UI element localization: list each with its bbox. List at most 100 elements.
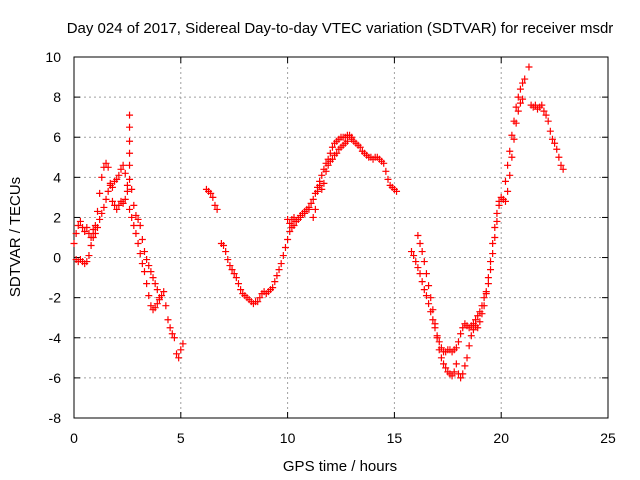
data-point [506, 147, 514, 155]
data-point [489, 250, 497, 258]
data-point [224, 256, 232, 264]
data-point [290, 221, 298, 229]
data-point [76, 217, 84, 225]
data-point [81, 227, 89, 235]
data-point [104, 187, 112, 195]
data-point [130, 221, 138, 229]
data-point [519, 95, 527, 103]
data-point [525, 63, 533, 71]
data-point [277, 260, 285, 268]
data-point [504, 187, 512, 195]
data-point [98, 173, 106, 181]
data-point [548, 135, 556, 143]
data-point [506, 171, 514, 179]
data-point [521, 75, 529, 83]
data-point [343, 137, 351, 145]
data-point [454, 338, 462, 346]
data-point [457, 330, 465, 338]
data-point [425, 300, 433, 308]
data-point [487, 266, 495, 274]
data-point [482, 290, 490, 298]
data-point [115, 201, 123, 209]
data-point [119, 161, 127, 169]
data-point [410, 252, 418, 260]
data-point [461, 362, 469, 370]
data-point [89, 234, 97, 241]
data-point [132, 211, 140, 219]
data-point [469, 326, 477, 334]
data-point [480, 294, 488, 302]
data-point [209, 193, 217, 201]
data-point [427, 294, 435, 302]
data-point [320, 179, 328, 187]
data-point [465, 342, 473, 350]
data-point [414, 231, 422, 239]
data-point [429, 316, 437, 324]
x-tick-label: 5 [177, 430, 185, 446]
data-point [516, 85, 524, 93]
data-point [416, 240, 424, 248]
data-point [254, 298, 262, 306]
data-point [121, 195, 129, 203]
data-point [348, 135, 356, 143]
data-point [551, 139, 559, 147]
data-point [546, 127, 554, 135]
data-point [126, 205, 134, 213]
data-point [175, 354, 183, 362]
data-point [480, 302, 488, 310]
data-point [324, 161, 332, 169]
y-tick-label: 0 [53, 250, 61, 266]
data-point [91, 229, 99, 237]
data-point [83, 223, 91, 231]
x-tick-label: 20 [493, 430, 509, 446]
data-point [431, 320, 439, 328]
y-tick-label: -4 [49, 330, 62, 346]
data-point [91, 221, 99, 229]
data-point [113, 175, 121, 183]
data-point [136, 221, 144, 229]
data-point [422, 270, 430, 278]
data-point [145, 262, 153, 270]
data-point [493, 209, 501, 217]
data-point [508, 131, 516, 139]
data-point [151, 280, 159, 288]
data-point [484, 280, 492, 288]
data-point [96, 215, 104, 223]
data-point [508, 153, 516, 161]
data-point [149, 274, 157, 282]
x-tick-label: 25 [600, 430, 616, 446]
y-tick-label: 4 [53, 169, 61, 185]
data-point [463, 354, 471, 362]
data-point [228, 266, 236, 274]
data-point [179, 340, 187, 348]
data-point [318, 185, 326, 193]
data-point [102, 195, 110, 203]
data-point [422, 292, 430, 300]
data-point [495, 197, 503, 205]
data-point [542, 111, 550, 119]
data-point [123, 187, 131, 195]
data-point [74, 221, 82, 229]
data-point [100, 203, 108, 211]
data-point [450, 368, 458, 376]
data-point [448, 372, 456, 380]
y-tick-label: -2 [49, 290, 62, 306]
data-point [89, 225, 97, 233]
data-point [314, 187, 322, 195]
data-point [170, 334, 178, 342]
data-point [226, 262, 234, 270]
data-point [491, 223, 499, 231]
data-point [301, 209, 309, 217]
data-point [147, 268, 155, 276]
data-point [155, 294, 163, 302]
data-point [93, 207, 101, 215]
data-point [136, 250, 144, 258]
data-point [85, 229, 93, 237]
data-point [128, 185, 136, 193]
data-point [309, 213, 317, 221]
data-point [452, 360, 460, 368]
data-point [435, 346, 443, 354]
data-point [147, 302, 155, 310]
data-point [108, 183, 116, 191]
y-tick-label: 10 [45, 49, 61, 65]
